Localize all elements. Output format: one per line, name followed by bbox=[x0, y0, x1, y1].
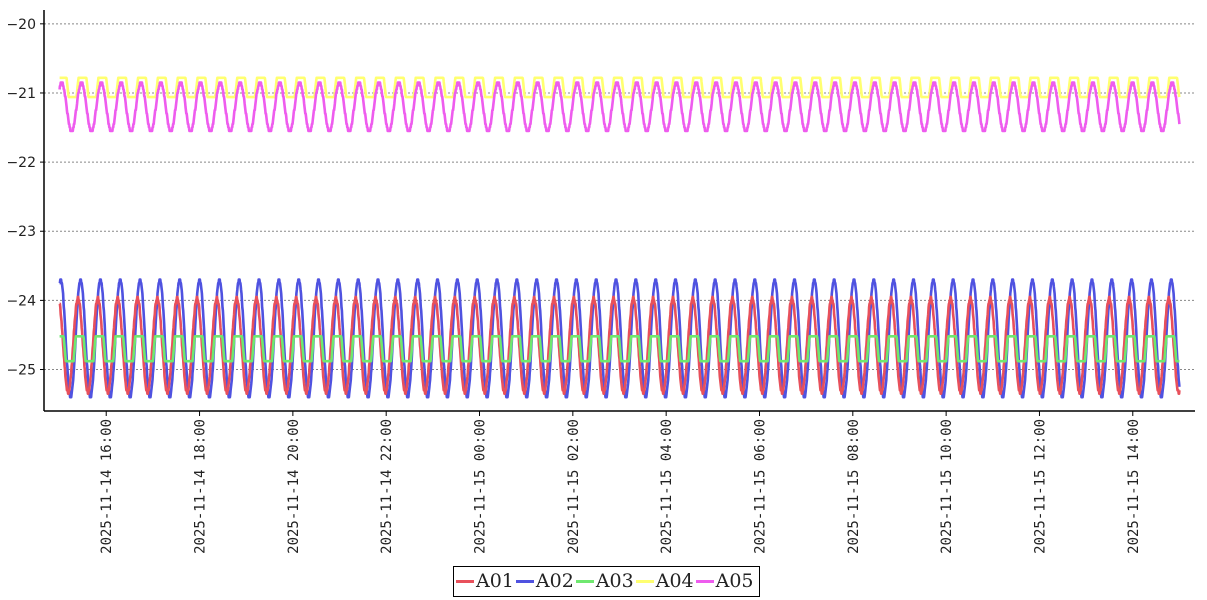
x-tick-label: 2025-11-15 14:00 bbox=[1126, 419, 1142, 554]
legend-item-a03[interactable]: A03 bbox=[575, 570, 634, 592]
x-tick-label: 2025-11-15 02:00 bbox=[566, 419, 582, 554]
series-line-a05 bbox=[58, 81, 1181, 133]
x-tick-label: 2025-11-15 06:00 bbox=[752, 419, 768, 554]
series-lines bbox=[58, 76, 1181, 399]
x-tick-label: 2025-11-15 08:00 bbox=[846, 419, 862, 554]
x-tick-label: 2025-11-14 22:00 bbox=[379, 419, 395, 554]
x-tick-label: 2025-11-15 12:00 bbox=[1032, 419, 1048, 554]
y-tick-label: −21 bbox=[6, 86, 36, 102]
series-line-a02 bbox=[58, 278, 1181, 399]
legend-item-a01[interactable]: A01 bbox=[456, 572, 514, 591]
x-ticks: 2025-11-14 16:00 2025-11-14 18:00 2025-11-… bbox=[99, 411, 1142, 554]
legend-swatch-a01 bbox=[456, 580, 474, 583]
legend-item-a04[interactable]: A04 bbox=[635, 570, 694, 592]
x-tick-label: 2025-11-15 00:00 bbox=[473, 419, 489, 554]
x-tick-label: 2025-11-14 16:00 bbox=[99, 419, 115, 554]
chart: −20−21−22−23−24−25 2025-11-14 16:00 2025-… bbox=[6, 10, 1195, 554]
series-line-a03 bbox=[58, 334, 1181, 363]
legend-swatch-a05 bbox=[695, 580, 714, 583]
legend-label-a05: A05 bbox=[715, 570, 754, 592]
legend-item-a02[interactable]: A02 bbox=[515, 570, 574, 592]
legend-swatch-a04 bbox=[635, 580, 654, 583]
x-tick-label: 2025-11-14 20:00 bbox=[286, 419, 302, 554]
series-line-a01 bbox=[58, 295, 1181, 396]
x-tick-label: 2025-11-15 10:00 bbox=[939, 419, 955, 554]
y-tick-label: −23 bbox=[6, 224, 36, 240]
legend-item-a05[interactable]: A05 bbox=[695, 570, 754, 592]
legend-label-a03: A03 bbox=[595, 570, 634, 592]
legend-swatch-a02 bbox=[515, 580, 534, 583]
legend-label-a02: A02 bbox=[535, 570, 574, 592]
axes bbox=[43, 10, 1195, 412]
y-tick-label: −20 bbox=[6, 17, 36, 33]
x-tick-label: 2025-11-15 04:00 bbox=[659, 419, 675, 554]
legend-label-a04: A04 bbox=[655, 570, 694, 592]
series-line-a04 bbox=[58, 76, 1181, 99]
y-tick-label: −22 bbox=[6, 155, 36, 171]
y-tick-label: −25 bbox=[6, 363, 36, 379]
legend: A01 A02 A03 A04 A05 bbox=[453, 566, 760, 597]
y-tick-label: −24 bbox=[6, 293, 36, 309]
legend-swatch-a03 bbox=[575, 580, 594, 583]
x-tick-label: 2025-11-14 18:00 bbox=[193, 419, 209, 554]
legend-label-a01: A01 bbox=[476, 570, 514, 592]
y-ticks: −20 −21 −22 −23 −24 −25 bbox=[6, 17, 44, 379]
